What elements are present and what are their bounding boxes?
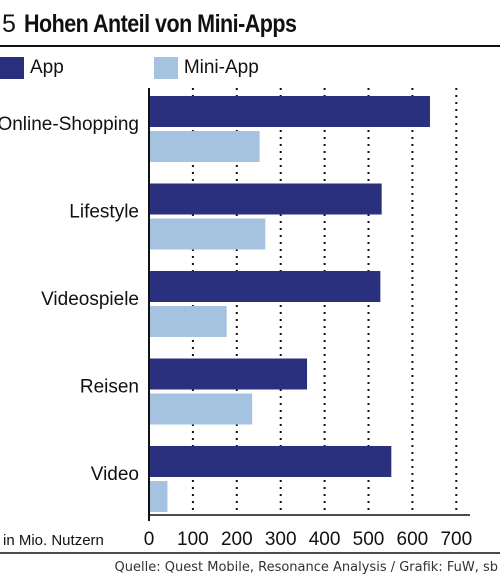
legend-label-mini-app: Mini-App <box>183 57 259 78</box>
x-tick-label-300: 300 <box>265 529 297 550</box>
bar-video-mini-app <box>149 481 168 512</box>
bar-lifestyle-mini-app <box>149 218 266 250</box>
bar-reisen-app <box>149 358 308 390</box>
figure-number: 5 <box>2 9 16 38</box>
bar-lifestyle-app <box>149 183 382 215</box>
bar-online-shopping-app <box>149 96 430 127</box>
bar-online-shopping-mini-app <box>149 131 260 162</box>
legend-swatch-app <box>0 57 24 79</box>
chart-title: Hohen Anteil von Mini-Apps <box>23 9 297 38</box>
x-tick-label-0: 0 <box>144 529 155 550</box>
x-tick-label-500: 500 <box>353 529 385 550</box>
x-tick-label-100: 100 <box>177 529 209 550</box>
category-label-online-shopping: Online-Shopping <box>0 114 139 135</box>
legend-item-mini-app: Mini-App <box>153 57 259 79</box>
category-label-lifestyle: Lifestyle <box>69 202 139 223</box>
category-label-video: Video <box>91 464 139 485</box>
legend-item-app: App <box>0 57 64 79</box>
x-tick-label-200: 200 <box>221 529 253 550</box>
legend-label-app: App <box>30 57 64 78</box>
bar-reisen-mini-app <box>149 393 253 425</box>
chart-title-row: 5 Hohen Anteil von Mini-Apps <box>0 6 500 42</box>
category-label-reisen: Reisen <box>80 377 139 398</box>
legend: App Mini-App <box>0 54 299 82</box>
x-tick-label-600: 600 <box>397 529 429 550</box>
bar-videospiele-mini-app <box>149 306 227 337</box>
source-note: Quelle: Quest Mobile, Resonance Analysis… <box>114 560 498 575</box>
x-tick-label-700: 700 <box>440 529 472 550</box>
title-divider <box>0 45 500 47</box>
bar-video-app <box>149 446 392 477</box>
bar-videospiele-app <box>149 271 381 302</box>
category-label-videospiele: Videospiele <box>41 289 139 310</box>
legend-swatch-mini-app <box>153 57 178 79</box>
x-axis-label: in Mio. Nutzern <box>3 532 104 549</box>
x-tick-label-400: 400 <box>309 529 341 550</box>
